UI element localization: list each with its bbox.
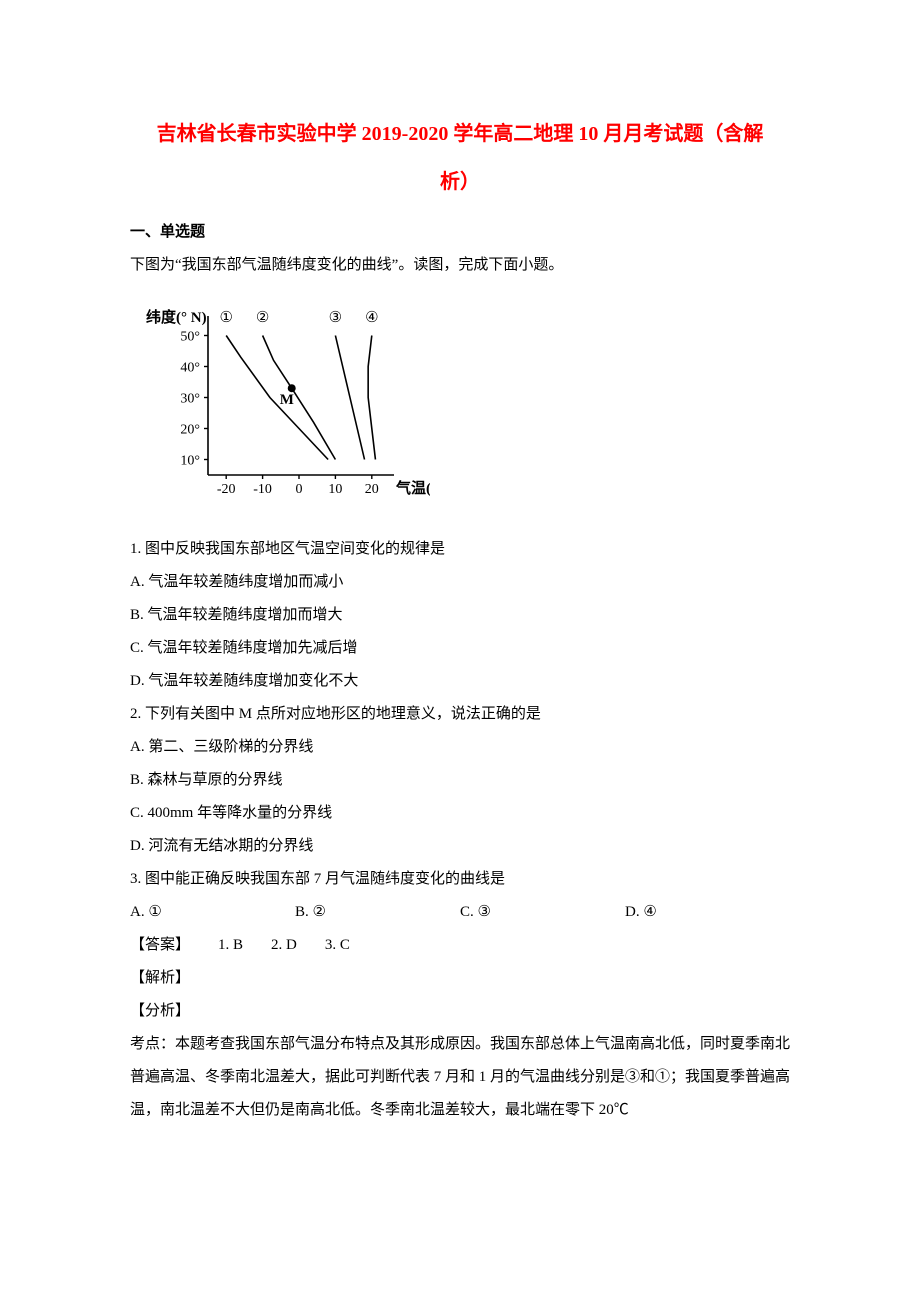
- fenxi-heading: 【分析】: [130, 995, 790, 1028]
- answer-3: 3. C: [325, 937, 350, 953]
- svg-text:0: 0: [296, 482, 303, 497]
- q3-opt-d: D. ④: [625, 896, 790, 929]
- answer-2: 2. D: [271, 937, 297, 953]
- q2-opt-b: B. 森林与草原的分界线: [130, 764, 790, 797]
- q1-opt-d: D. 气温年较差随纬度增加变化不大: [130, 665, 790, 698]
- svg-text:-20: -20: [217, 482, 236, 497]
- q3-opt-a: A. ①: [130, 896, 295, 929]
- answer-1: 1. B: [218, 937, 243, 953]
- intro-text: 下图为“我国东部气温随纬度变化的曲线”。读图，完成下面小题。: [130, 249, 790, 282]
- svg-text:30°: 30°: [180, 392, 200, 407]
- q1-opt-b: B. 气温年较差随纬度增加而增大: [130, 599, 790, 632]
- q3-stem: 3. 图中能正确反映我国东部 7 月气温随纬度变化的曲线是: [130, 863, 790, 896]
- q3-opt-c: C. ③: [460, 896, 625, 929]
- q1-stem: 1. 图中反映我国东部地区气温空间变化的规律是: [130, 533, 790, 566]
- svg-text:M: M: [280, 392, 294, 408]
- answers-label: 【答案】: [130, 937, 190, 953]
- svg-text:纬度(° N): 纬度(° N): [146, 308, 207, 326]
- analysis-body-1: 考点：本题考查我国东部气温分布特点及其形成原因。我国东部总体上气温南高北低，同时…: [130, 1028, 790, 1127]
- section-heading-1: 一、单选题: [130, 216, 790, 249]
- page-title-line2: 析）: [130, 158, 790, 206]
- svg-text:20: 20: [365, 482, 379, 497]
- svg-text:-10: -10: [253, 482, 272, 497]
- q2-opt-c: C. 400mm 年等降水量的分界线: [130, 797, 790, 830]
- svg-text:④: ④: [365, 310, 378, 326]
- page-title-line1: 吉林省长春市实验中学 2019-2020 学年高二地理 10 月月考试题（含解: [130, 110, 790, 158]
- svg-text:50°: 50°: [180, 330, 200, 345]
- q3-options-row: A. ① B. ② C. ③ D. ④: [130, 896, 790, 929]
- svg-text:40°: 40°: [180, 361, 200, 376]
- svg-text:20°: 20°: [180, 423, 200, 438]
- q2-opt-a: A. 第二、三级阶梯的分界线: [130, 731, 790, 764]
- analysis-heading: 【解析】: [130, 962, 790, 995]
- answers-row: 【答案】 1. B 2. D 3. C: [130, 929, 790, 962]
- q2-stem: 2. 下列有关图中 M 点所对应地形区的地理意义，说法正确的是: [130, 698, 790, 731]
- q2-opt-d: D. 河流有无结冰期的分界线: [130, 830, 790, 863]
- q3-opt-b: B. ②: [295, 896, 460, 929]
- q1-opt-c: C. 气温年较差随纬度增加先减后增: [130, 632, 790, 665]
- svg-text:①: ①: [219, 310, 232, 326]
- svg-text:气温(℃): 气温(℃): [395, 479, 430, 497]
- svg-text:②: ②: [256, 310, 269, 326]
- svg-text:10: 10: [328, 482, 342, 497]
- svg-text:③: ③: [329, 310, 342, 326]
- svg-text:10°: 10°: [180, 454, 200, 469]
- temperature-latitude-chart: 10° 20° 30° 40° 50° -20 -10 0 10 20 纬度(° N) 气温(℃) ① ②…: [130, 290, 790, 521]
- q1-opt-a: A. 气温年较差随纬度增加而减小: [130, 566, 790, 599]
